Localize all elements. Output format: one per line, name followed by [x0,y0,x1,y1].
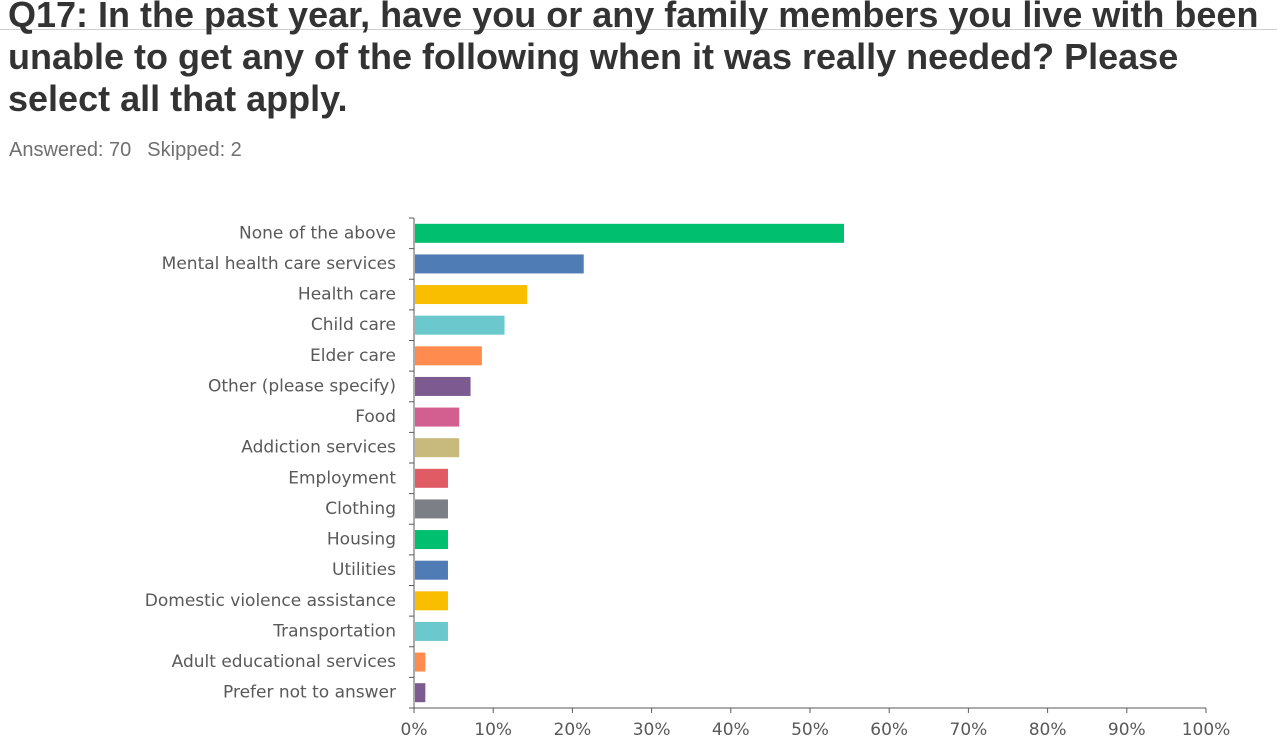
top-divider [0,29,1277,30]
x-tick-label-70: 70% [950,720,988,740]
category-label-prefer-not-to-answer: Prefer not to answer [223,683,396,703]
skipped-count: Skipped: 2 [147,139,242,161]
x-tick-label-40: 40% [712,720,750,740]
category-label-clothing: Clothing [325,499,396,519]
category-label-transportation: Transportation [272,621,396,641]
x-tick-label-80: 80% [1029,720,1067,740]
category-label-other-please-specify: Other (please specify) [208,376,396,396]
bar-employment [415,468,448,488]
category-label-child-care: Child care [311,315,396,335]
bar-food [415,407,460,427]
bar-utilities [415,560,448,580]
x-tick-label-0: 0% [401,720,428,740]
x-tick-label-10: 10% [474,720,512,740]
x-tick-label-50: 50% [791,720,829,740]
category-label-housing: Housing [327,530,396,550]
category-label-mental-health-care-services: Mental health care services [162,254,396,274]
bar-prefer-not-to-answer [415,683,426,703]
category-label-adult-educational-services: Adult educational services [172,652,396,672]
question-title: Q17: In the past year, have you or any f… [8,0,1259,119]
bar-housing [415,530,448,550]
category-label-food: Food [355,407,396,427]
category-label-health-care: Health care [298,285,396,305]
category-label-none-of-the-above: None of the above [239,223,396,243]
category-label-elder-care: Elder care [310,346,396,366]
category-label-utilities: Utilities [332,560,396,580]
response-summary: Answered: 70 Skipped: 2 [9,139,258,162]
x-tick-label-20: 20% [554,720,592,740]
bar-elder-care [415,346,482,366]
bar-clothing [415,499,448,519]
answered-count: Answered: 70 [9,139,132,161]
category-label-addiction-services: Addiction services [241,438,396,458]
bar-none-of-the-above [415,223,844,243]
bar-addiction-services [415,438,460,458]
bar-child-care [415,315,505,335]
bar-mental-health-care-services [415,254,584,274]
bar-health-care [415,285,528,305]
bar-domestic-violence-assistance [415,591,448,611]
bar-other-please-specify [415,376,471,396]
bar-adult-educational-services [415,652,426,672]
category-label-employment: Employment [288,468,396,488]
bar-transportation [415,621,448,641]
x-tick-label-30: 30% [633,720,671,740]
x-tick-label-90: 90% [1108,720,1146,740]
category-label-domestic-violence-assistance: Domestic violence assistance [145,591,396,611]
x-tick-label-60: 60% [870,720,908,740]
x-tick-label-100: 100% [1182,720,1231,740]
